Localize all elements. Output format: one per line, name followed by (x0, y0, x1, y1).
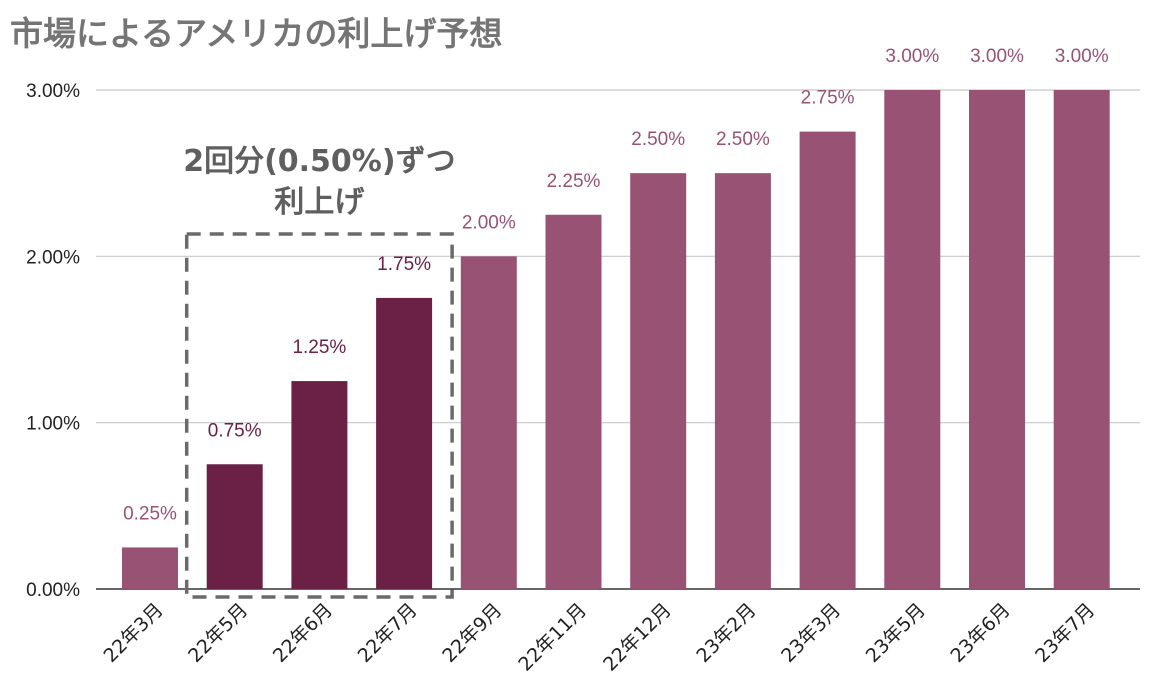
y-axis-ticks: 0.00% 1.00% 2.00% 3.00% (26, 81, 80, 601)
x-axis-ticks: 22年3月 22年5月 22年6月 22年7月 22年9月 22年11月 22年12月 23年… (99, 599, 1099, 676)
y-tick-label: 0.00% (26, 580, 80, 601)
x-tick-label: 23年6月 (946, 599, 1014, 667)
x-tick-label: 23年2月 (692, 599, 760, 667)
annotation-box (184, 232, 454, 599)
data-labels: 0.25% 0.75% 1.25% 1.75% 2.00% 2.25% 2.50% 2.50%… (123, 46, 1109, 524)
y-tick-label: 1.00% (26, 414, 80, 435)
gridlines (96, 89, 1140, 590)
x-tick-label: 22年6月 (269, 599, 337, 667)
y-tick-label: 2.00% (26, 247, 80, 268)
data-label: 0.25% (123, 503, 177, 524)
data-label: 2.75% (801, 88, 855, 109)
data-label: 2.50% (716, 129, 770, 150)
data-label: 2.25% (547, 171, 601, 192)
bar (206, 464, 263, 589)
x-tick-label: 23年3月 (777, 599, 845, 667)
x-tick-label: 22年11月 (514, 599, 591, 676)
bars (122, 90, 1110, 590)
x-tick-label: 22年9月 (438, 599, 506, 667)
bar (376, 297, 433, 589)
bar (291, 381, 348, 589)
bar (884, 90, 941, 589)
data-label: 3.00% (970, 46, 1024, 67)
bar (799, 131, 856, 590)
bar (714, 173, 771, 589)
data-label: 2.50% (631, 129, 685, 150)
annotation-text: 2回分(0.50%)ずつ (183, 144, 455, 179)
bar (1053, 90, 1110, 589)
bar (122, 547, 178, 589)
data-label: 3.00% (885, 46, 939, 67)
chart-title: 市場によるアメリカの利上げ予想 (10, 14, 502, 53)
x-tick-label: 22年12月 (599, 599, 676, 676)
bar (545, 214, 602, 589)
data-label: 2.00% (462, 212, 516, 233)
data-label: 1.25% (292, 337, 346, 358)
data-label: 0.75% (208, 420, 262, 441)
data-label: 1.75% (377, 254, 431, 275)
y-tick-label: 3.00% (26, 81, 80, 102)
x-tick-label: 23年7月 (1031, 599, 1099, 667)
x-tick-label: 22年7月 (354, 599, 422, 667)
data-label: 3.00% (1055, 46, 1109, 67)
bar (460, 256, 517, 589)
x-tick-label: 22年3月 (99, 599, 167, 667)
bar (630, 173, 687, 589)
bar (969, 90, 1025, 589)
annotation-text: 利上げ (274, 185, 365, 220)
x-tick-label: 23年5月 (862, 599, 930, 667)
x-tick-label: 22年5月 (184, 599, 252, 667)
